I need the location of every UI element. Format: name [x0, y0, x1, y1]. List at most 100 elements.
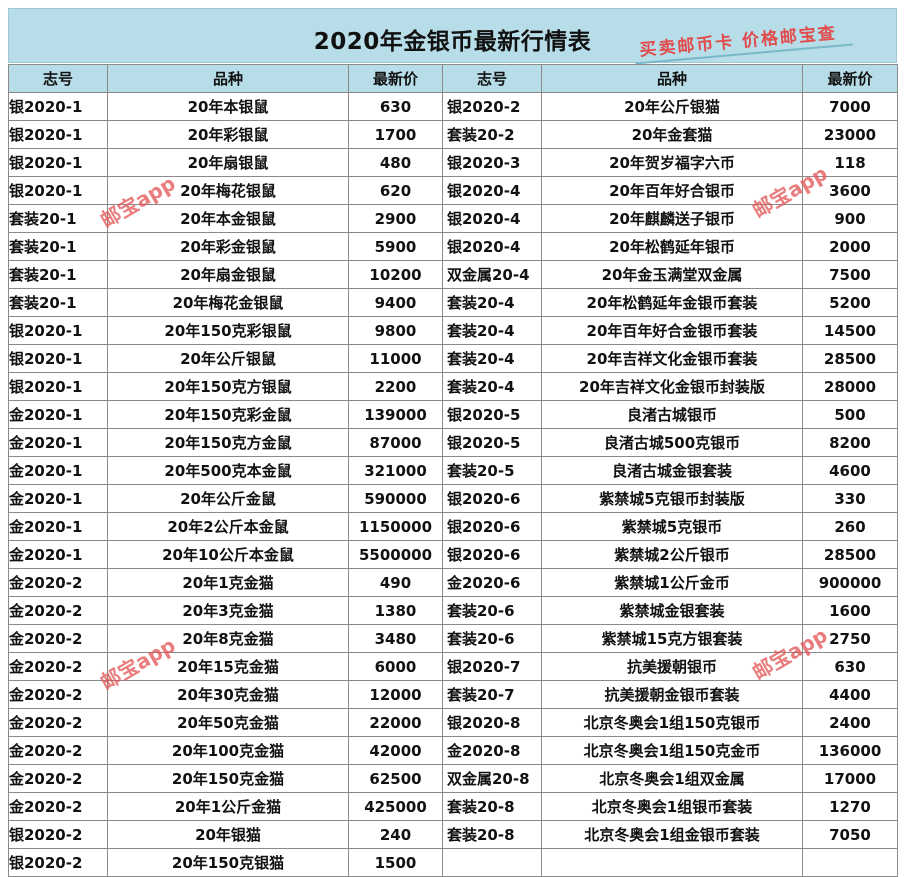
- cell-price-left: 10200: [348, 260, 443, 289]
- header-code-left: 志号: [8, 64, 108, 93]
- table-row: 金2020-2 20年1克金猫 490 金2020-6 紫禁城1公斤金币 900000: [8, 568, 898, 597]
- cell-price-left: 480: [348, 148, 443, 177]
- cell-code-left: 套装20-1: [8, 260, 108, 289]
- cell-code-left: 银2020-2: [8, 820, 108, 849]
- cell-code-right: 套装20-4: [442, 372, 542, 401]
- cell-price-left: 490: [348, 568, 443, 597]
- cell-code-left: 金2020-1: [8, 484, 108, 513]
- table-row: 金2020-2 20年30克金猫 12000 套装20-7 抗美援朝金银币套装 4400: [8, 680, 898, 709]
- cell-price-right: 23000: [802, 120, 898, 149]
- page-title: 2020年金银币最新行情表: [313, 29, 592, 55]
- header-code-right: 志号: [442, 64, 542, 93]
- cell-code-left: 银2020-1: [8, 316, 108, 345]
- cell-price-left: 2200: [348, 372, 443, 401]
- cell-price-right: 5200: [802, 288, 898, 317]
- cell-code-right: 银2020-2: [442, 92, 542, 121]
- table-row: 银2020-1 20年公斤银鼠 11000 套装20-4 20年吉祥文化金银币套装 285…: [8, 344, 898, 373]
- cell-name-left: 20年100克金猫: [107, 736, 349, 765]
- cell-price-right: 17000: [802, 764, 898, 793]
- cell-name-left: 20年3克金猫: [107, 596, 349, 625]
- cell-name-right: 20年松鹤延年银币: [541, 232, 803, 261]
- cell-code-left: 金2020-2: [8, 568, 108, 597]
- cell-name-left: 20年10公斤本金鼠: [107, 540, 349, 569]
- cell-code-right: 银2020-4: [442, 176, 542, 205]
- cell-name-right: 20年松鹤延年金银币套装: [541, 288, 803, 317]
- cell-name-right: 抗美援朝银币: [541, 652, 803, 681]
- cell-price-right: 28500: [802, 540, 898, 569]
- cell-code-left: 银2020-1: [8, 372, 108, 401]
- header-price-left: 最新价: [348, 64, 443, 93]
- cell-code-left: 套装20-1: [8, 204, 108, 233]
- cell-code-right: 银2020-7: [442, 652, 542, 681]
- cell-name-left: 20年150克方银鼠: [107, 372, 349, 401]
- cell-name-left: 20年彩银鼠: [107, 120, 349, 149]
- cell-name-left: 20年150克银猫: [107, 848, 349, 877]
- cell-price-right: 7000: [802, 92, 898, 121]
- cell-code-left: 银2020-1: [8, 120, 108, 149]
- cell-code-right: 银2020-4: [442, 232, 542, 261]
- table-row: 金2020-2 20年3克金猫 1380 套装20-6 紫禁城金银套装 1600: [8, 596, 898, 625]
- table-row: 银2020-1 20年150克彩银鼠 9800 套装20-4 20年百年好合金银币套装 1…: [8, 316, 898, 345]
- cell-price-right: 900: [802, 204, 898, 233]
- cell-code-right: 套装20-8: [442, 792, 542, 821]
- cell-code-right: 套装20-2: [442, 120, 542, 149]
- title-bar: 2020年金银币最新行情表 买卖邮币卡 价格邮宝查: [8, 8, 897, 65]
- cell-name-right: 北京冬奥会1组双金属: [541, 764, 803, 793]
- cell-name-left: 20年150克彩金鼠: [107, 400, 349, 429]
- cell-code-left: 金2020-2: [8, 764, 108, 793]
- cell-code-left: 金2020-2: [8, 708, 108, 737]
- cell-price-left: 425000: [348, 792, 443, 821]
- cell-name-right: 北京冬奥会1组金银币套装: [541, 820, 803, 849]
- cell-code-right: 套装20-6: [442, 596, 542, 625]
- cell-code-right: 套装20-4: [442, 288, 542, 317]
- cell-price-right: 2750: [802, 624, 898, 653]
- cell-name-right: 20年金玉满堂双金属: [541, 260, 803, 289]
- cell-code-left: 金2020-1: [8, 428, 108, 457]
- cell-name-left: 20年彩金银鼠: [107, 232, 349, 261]
- cell-price-left: 5900: [348, 232, 443, 261]
- cell-price-left: 3480: [348, 624, 443, 653]
- cell-code-right: 双金属20-8: [442, 764, 542, 793]
- cell-name-left: 20年扇银鼠: [107, 148, 349, 177]
- table-row: 金2020-1 20年公斤金鼠 590000 银2020-6 紫禁城5克银币封装版 330: [8, 484, 898, 513]
- cell-code-left: 金2020-1: [8, 456, 108, 485]
- table-row: 银2020-1 20年150克方银鼠 2200 套装20-4 20年吉祥文化金银币封装版…: [8, 372, 898, 401]
- cell-code-left: 银2020-1: [8, 176, 108, 205]
- cell-price-left: 1500: [348, 848, 443, 877]
- cell-name-left: 20年500克本金鼠: [107, 456, 349, 485]
- cell-code-left: 金2020-1: [8, 400, 108, 429]
- cell-code-right: 套装20-5: [442, 456, 542, 485]
- table-row: 金2020-1 20年150克彩金鼠 139000 银2020-5 良渚古城银币 500: [8, 400, 898, 429]
- cell-name-left: 20年150克金猫: [107, 764, 349, 793]
- cell-price-left: 6000: [348, 652, 443, 681]
- table-row: 银2020-2 20年150克银猫 1500: [8, 848, 898, 877]
- cell-price-left: 2900: [348, 204, 443, 233]
- cell-name-left: 20年1克金猫: [107, 568, 349, 597]
- cell-price-right: 8200: [802, 428, 898, 457]
- cell-code-left: 金2020-2: [8, 652, 108, 681]
- cell-price-right: 28000: [802, 372, 898, 401]
- table-row: 金2020-1 20年2公斤本金鼠 1150000 银2020-6 紫禁城5克银币 260: [8, 512, 898, 541]
- cell-name-left: 20年50克金猫: [107, 708, 349, 737]
- price-table: 志号 品种 最新价 志号 品种 最新价 银2020-1 20年本银鼠 630 银202…: [8, 64, 898, 877]
- cell-price-right: 330: [802, 484, 898, 513]
- cell-code-left: 银2020-1: [8, 92, 108, 121]
- cell-code-right: 银2020-6: [442, 540, 542, 569]
- cell-price-right: 500: [802, 400, 898, 429]
- cell-code-left: 金2020-2: [8, 596, 108, 625]
- table-row: 银2020-1 20年本银鼠 630 银2020-2 20年公斤银猫 7000: [8, 92, 898, 121]
- cell-name-right: 紫禁城5克银币封装版: [541, 484, 803, 513]
- table-row: 金2020-2 20年50克金猫 22000 银2020-8 北京冬奥会1组150克银币…: [8, 708, 898, 737]
- cell-name-right: 良渚古城金银套装: [541, 456, 803, 485]
- cell-name-left: 20年150克方金鼠: [107, 428, 349, 457]
- cell-price-left: 9800: [348, 316, 443, 345]
- cell-price-left: 12000: [348, 680, 443, 709]
- cell-name-right: 北京冬奥会1组银币套装: [541, 792, 803, 821]
- table-row: 金2020-2 20年1公斤金猫 425000 套装20-8 北京冬奥会1组银币套装 12…: [8, 792, 898, 821]
- cell-price-left: 1380: [348, 596, 443, 625]
- cell-code-left: 银2020-2: [8, 848, 108, 877]
- cell-name-left: 20年银猫: [107, 820, 349, 849]
- table-row: 银2020-2 20年银猫 240 套装20-8 北京冬奥会1组金银币套装 7050: [8, 820, 898, 849]
- cell-name-left: 20年8克金猫: [107, 624, 349, 653]
- cell-price-left: 240: [348, 820, 443, 849]
